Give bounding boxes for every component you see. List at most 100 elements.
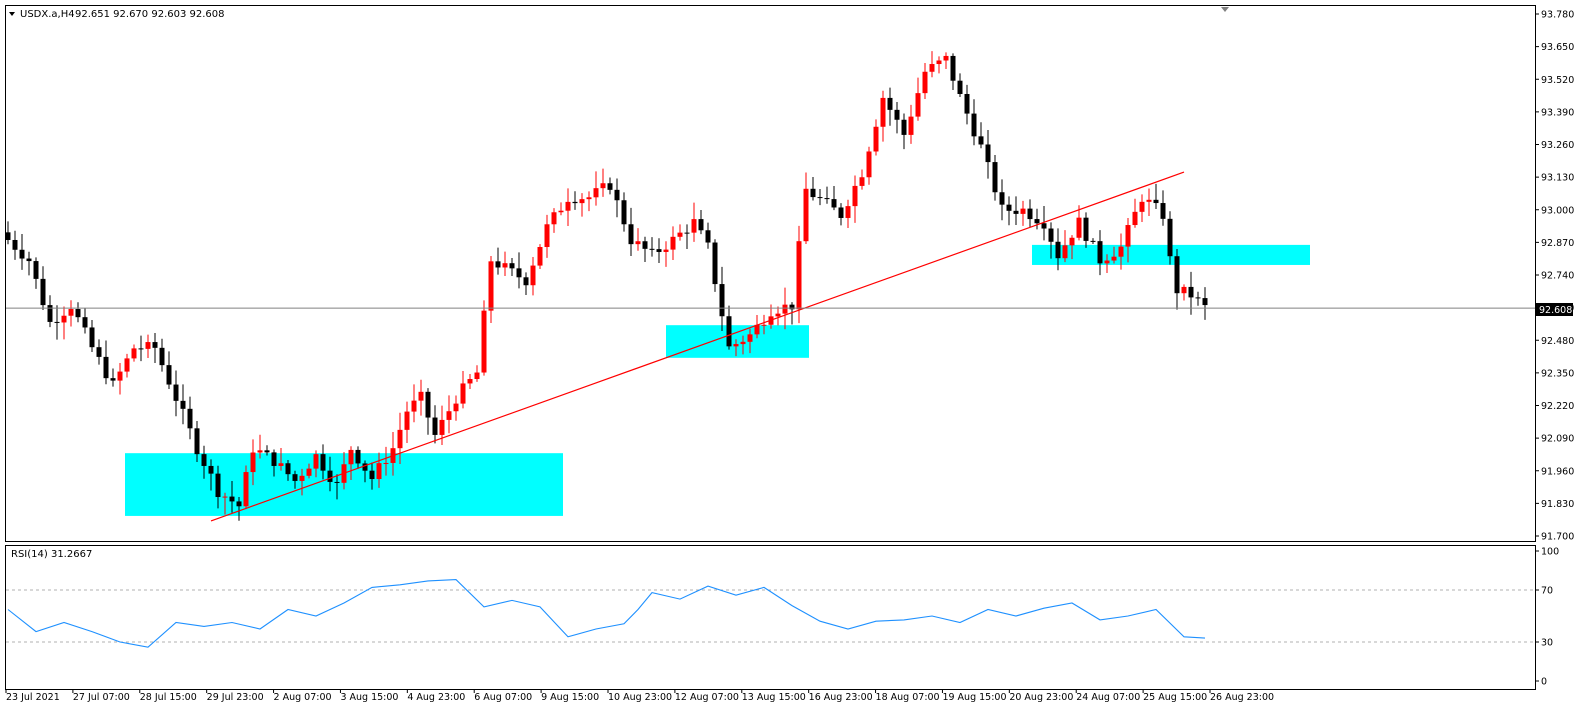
price-tick-label: 92.740 [1541, 271, 1574, 282]
candle-body [999, 192, 1005, 205]
candle-body [1139, 201, 1145, 212]
candle-body [383, 462, 389, 464]
candle-body [810, 188, 816, 198]
candle-body [789, 304, 795, 310]
candle-body [1202, 298, 1208, 306]
candle-body [740, 341, 746, 345]
time-tick-label: 24 Aug 07:00 [1076, 692, 1140, 703]
candle-body [978, 136, 984, 145]
candle-body [684, 232, 690, 234]
support-zone[interactable] [666, 325, 809, 358]
candle-body [425, 391, 431, 418]
candle-body [124, 358, 130, 372]
candle-body [782, 304, 788, 314]
candle-body [40, 278, 46, 306]
candle-body [264, 450, 270, 453]
candle-body [901, 119, 907, 135]
shift-marker-icon[interactable] [1221, 7, 1229, 12]
current-price-label: 92.608 [1539, 305, 1572, 316]
candle-body [1055, 241, 1061, 259]
candle-body [75, 309, 81, 318]
time-axis: 23 Jul 2021 27 Jul 07:00 28 Jul 15:00 29 Ju… [5, 689, 1274, 703]
candle-body [614, 189, 620, 201]
candle-body [747, 334, 753, 342]
candle-body [516, 268, 522, 278]
candle-body [299, 475, 305, 481]
candle-body [719, 284, 725, 317]
candle-body [1027, 208, 1033, 220]
candle-body [173, 384, 179, 401]
candle-body [362, 463, 368, 471]
candle-body [411, 400, 417, 412]
price-tick-label: 93.000 [1541, 205, 1574, 216]
candle-body [327, 470, 333, 482]
candle-body [54, 321, 60, 323]
candle-body [530, 265, 536, 286]
candle-body [936, 60, 942, 65]
candle-body [1167, 218, 1173, 257]
candle-body [194, 428, 200, 455]
candle-body [691, 219, 697, 233]
candle-body [635, 241, 641, 245]
candle-body [817, 197, 823, 199]
rsi-label: RSI(14) 31.2667 [11, 549, 92, 560]
price-tick-label: 92.220 [1541, 401, 1574, 412]
candle-body [985, 144, 991, 163]
candle-body [229, 496, 235, 502]
price-tick-label: 93.650 [1541, 42, 1574, 53]
candle-body [271, 452, 277, 466]
symbol-label: USDX.a,H4 [20, 9, 75, 20]
candle-body [873, 126, 879, 152]
candle-body [1181, 286, 1187, 294]
candle-body [866, 151, 872, 178]
candle-body [698, 219, 704, 231]
candle-body [1195, 297, 1201, 299]
candle-body [82, 317, 88, 328]
ohlc-readout: 92.651 92.670 92.603 92.608 [75, 9, 225, 20]
time-tick-label: 29 Jul 23:00 [207, 692, 264, 703]
candle-body [509, 263, 515, 269]
candle-body [775, 313, 781, 317]
time-tick-label: 26 Aug 23:00 [1210, 692, 1274, 703]
candle-body [61, 315, 67, 323]
candle-body [180, 400, 186, 409]
candle-body [600, 183, 606, 189]
candle-body [138, 348, 144, 350]
candle-body [656, 249, 662, 252]
candle-body [957, 80, 963, 94]
candle-body [859, 177, 865, 186]
candle-body [754, 324, 760, 335]
candle-body [1132, 211, 1138, 226]
candle-body [1062, 245, 1068, 259]
chart-menu-triangle-icon[interactable] [9, 12, 15, 16]
candle-body [313, 454, 319, 469]
rsi-layer: 100 70 30 0 [6, 547, 1559, 688]
candle-body [593, 188, 599, 198]
candle-body [19, 249, 25, 259]
candle-body [1125, 225, 1131, 247]
candle-body [887, 97, 893, 110]
candle-body [453, 403, 459, 412]
candle-body [1188, 286, 1194, 298]
candle-body [628, 224, 634, 245]
trendline[interactable] [210, 171, 1185, 522]
candle-body [250, 452, 256, 473]
candle-body [1118, 246, 1124, 257]
price-tick-label: 93.780 [1541, 10, 1574, 21]
candle-body [481, 310, 487, 373]
candle-body [418, 391, 424, 401]
price-tick-label: 91.960 [1541, 466, 1574, 477]
candle-body [1174, 256, 1180, 294]
candle-body [677, 232, 683, 237]
candle-body [544, 224, 550, 248]
time-tick-label: 18 Aug 07:00 [876, 692, 940, 703]
candle-body [803, 188, 809, 242]
candles-layer [5, 51, 1208, 521]
candle-body [474, 372, 480, 380]
price-tick-label: 91.830 [1541, 499, 1574, 510]
candle-body [257, 450, 263, 453]
candle-body [586, 197, 592, 200]
candle-body [495, 261, 501, 268]
candle-body [432, 417, 438, 435]
